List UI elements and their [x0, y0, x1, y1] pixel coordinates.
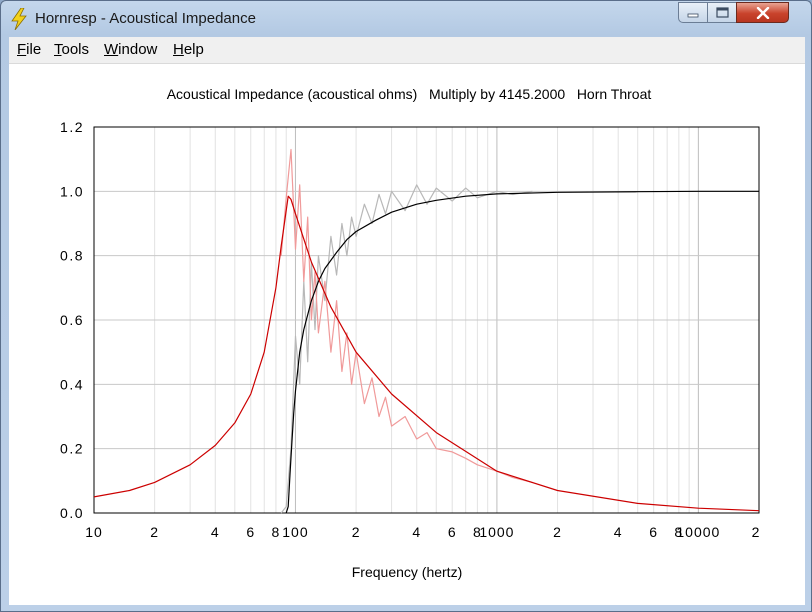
- series-lines: [93, 148, 760, 514]
- chart-title: Acoustical Impedance (acoustical ohms) M…: [167, 86, 652, 102]
- series-line-1: [93, 195, 760, 512]
- y-tick-labels: 0.0 0.2 0.4 0.6 0.8 1.0 1.2: [60, 119, 84, 521]
- x-tick-label: 6: [448, 524, 457, 540]
- x-tick-label: 8: [674, 524, 683, 540]
- y-tick-label: 0.4: [60, 376, 84, 392]
- x-tick-label: 6: [246, 524, 255, 540]
- close-icon: [756, 6, 769, 19]
- grid-lines: [94, 127, 759, 513]
- x-tick-label: 1000: [479, 524, 514, 540]
- title-bar[interactable]: Hornresp - Acoustical Impedance: [1, 1, 811, 37]
- series-line-2: [280, 184, 533, 514]
- close-button[interactable]: [736, 2, 789, 23]
- impedance-chart: Acoustical Impedance (acoustical ohms) M…: [60, 86, 761, 580]
- menu-bar: File Tools Window Help: [9, 37, 805, 64]
- window-title: Hornresp - Acoustical Impedance: [35, 10, 256, 27]
- series-line-3: [280, 148, 533, 483]
- series-line-0: [285, 190, 759, 514]
- x-tick-label: 100: [282, 524, 308, 540]
- lightning-bolt-icon: [11, 8, 27, 30]
- x-tick-label: 6: [649, 524, 658, 540]
- x-tick-label: 2: [752, 524, 761, 540]
- x-tick-label: 4: [614, 524, 623, 540]
- menu-file[interactable]: File: [17, 41, 42, 58]
- maximize-button[interactable]: [707, 2, 737, 23]
- x-tick-label: 10: [85, 524, 103, 540]
- menu-window[interactable]: Window: [104, 41, 158, 58]
- x-tick-label: 2: [352, 524, 361, 540]
- minimize-icon: [687, 13, 699, 17]
- y-tick-label: 1.0: [60, 183, 84, 199]
- x-tick-label: 10000: [676, 524, 720, 540]
- menu-help[interactable]: Help: [173, 41, 204, 58]
- maximize-icon: [715, 7, 729, 18]
- y-tick-label: 0.8: [60, 248, 84, 264]
- minimize-button[interactable]: [678, 2, 708, 23]
- chart-area: Acoustical Impedance (acoustical ohms) M…: [9, 64, 805, 605]
- x-tick-label: 4: [412, 524, 421, 540]
- y-tick-label: 0.0: [60, 505, 84, 521]
- x-tick-label: 4: [211, 524, 220, 540]
- x-tick-label: 8: [272, 524, 281, 540]
- plot-frame: [93, 126, 760, 514]
- y-tick-label: 1.2: [60, 119, 84, 135]
- x-axis-label: Frequency (hertz): [352, 564, 462, 580]
- x-tick-label: 2: [150, 524, 159, 540]
- y-tick-label: 0.2: [60, 441, 84, 457]
- menu-tools[interactable]: Tools: [54, 41, 90, 58]
- x-tick-label: 2: [553, 524, 562, 540]
- x-tick-label: 8: [473, 524, 482, 540]
- y-tick-label: 0.6: [60, 312, 84, 328]
